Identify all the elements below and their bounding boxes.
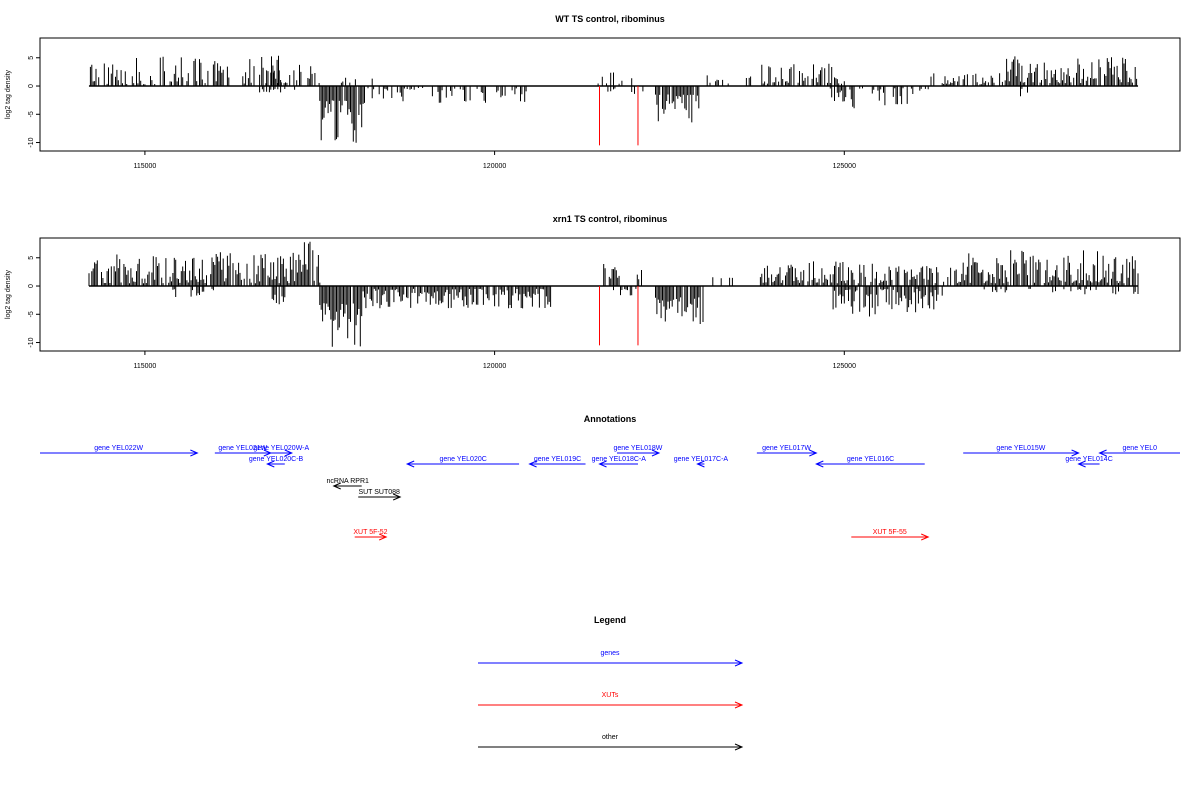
- feature-arrowhead: [528, 460, 537, 468]
- feature-label: gene YEL016C: [847, 456, 894, 463]
- plot-frame: [39, 37, 1181, 152]
- legend-arrowhead: [734, 659, 744, 667]
- y-tick-label: 0: [28, 84, 35, 88]
- x-tick-label: 125000: [833, 363, 856, 370]
- feature-arrowhead: [378, 533, 388, 541]
- feature-arrowhead: [598, 460, 607, 468]
- feature-label: gene YEL018C-A: [592, 456, 647, 463]
- y-tick-label: -10: [28, 137, 35, 147]
- feature-arrowhead: [1077, 460, 1086, 468]
- density-bars: [89, 55, 1138, 143]
- x-tick-label: 115000: [133, 163, 156, 170]
- feature-arrowhead: [809, 449, 818, 457]
- y-tick-label: -10: [28, 337, 35, 347]
- legend: Legend genes XUTs other: [478, 615, 744, 751]
- plot-frame: [39, 237, 1181, 352]
- density-bars: [88, 241, 1139, 347]
- track-panel-1: xrn1 TS control, ribominus log2 tag densi…: [5, 214, 1181, 370]
- x-tick-label: 120000: [483, 363, 506, 370]
- legend-title: Legend: [594, 615, 626, 625]
- feature-arrowhead: [921, 533, 930, 541]
- panel-title: WT TS control, ribominus: [555, 14, 665, 24]
- panel-title: xrn1 TS control, ribominus: [553, 214, 668, 224]
- track-panel-0: WT TS control, ribominus log2 tag density…: [5, 14, 1181, 170]
- feature-arrowhead: [1098, 449, 1107, 457]
- x-tick-label: 115000: [133, 363, 156, 370]
- legend-label: other: [602, 734, 619, 741]
- feature-label: gene YEL021W: [218, 445, 267, 452]
- legend-arrowhead: [734, 701, 744, 709]
- legend-label: genes: [600, 650, 620, 657]
- feature-label: gene YEL019C: [534, 456, 581, 463]
- feature-arrowhead: [405, 460, 415, 468]
- feature-arrowhead: [1071, 449, 1080, 457]
- feature-label: gene YEL020C-B: [249, 456, 304, 463]
- feature-arrowhead: [696, 460, 705, 468]
- y-tick-label: 0: [28, 284, 35, 288]
- feature-arrowhead: [332, 482, 341, 490]
- y-tick-label: -5: [28, 111, 35, 117]
- feature-label: gene YEL017W: [762, 445, 811, 452]
- feature-label: ncRNA RPR1: [327, 478, 370, 485]
- legend-arrowhead: [734, 743, 744, 751]
- feature-arrowhead: [815, 460, 824, 468]
- feature-arrowhead: [651, 449, 661, 457]
- feature-label: gene YEL020C: [439, 456, 486, 463]
- y-axis-label: log2 tag density: [5, 269, 12, 319]
- feature-label: gene YEL020W-A: [253, 445, 309, 452]
- feature-label: XUT 5F-52: [353, 529, 387, 536]
- feature-label: XUT 5F-55: [873, 529, 907, 536]
- x-tick-label: 120000: [483, 163, 506, 170]
- feature-label: gene YEL018W: [614, 445, 663, 452]
- y-tick-label: 5: [28, 56, 35, 60]
- feature-label: SUT SUT088: [358, 489, 400, 496]
- x-tick-label: 125000: [833, 163, 856, 170]
- feature-arrowhead: [190, 449, 199, 457]
- feature-label: gene YEL022W: [94, 445, 143, 452]
- feature-label: gene YEL0: [1123, 445, 1158, 452]
- y-tick-label: -5: [28, 311, 35, 317]
- feature-arrowhead: [284, 449, 294, 457]
- feature-arrowhead: [266, 460, 275, 468]
- annotations-title: Annotations: [584, 414, 637, 424]
- feature-label: gene YEL015W: [996, 445, 1045, 452]
- feature-arrowhead: [392, 493, 402, 501]
- y-tick-label: 5: [28, 256, 35, 260]
- legend-label: XUTs: [602, 692, 619, 699]
- feature-label: gene YEL017C-A: [674, 456, 729, 463]
- feature-label: gene YEL014C: [1065, 456, 1112, 463]
- y-axis-label: log2 tag density: [5, 69, 12, 119]
